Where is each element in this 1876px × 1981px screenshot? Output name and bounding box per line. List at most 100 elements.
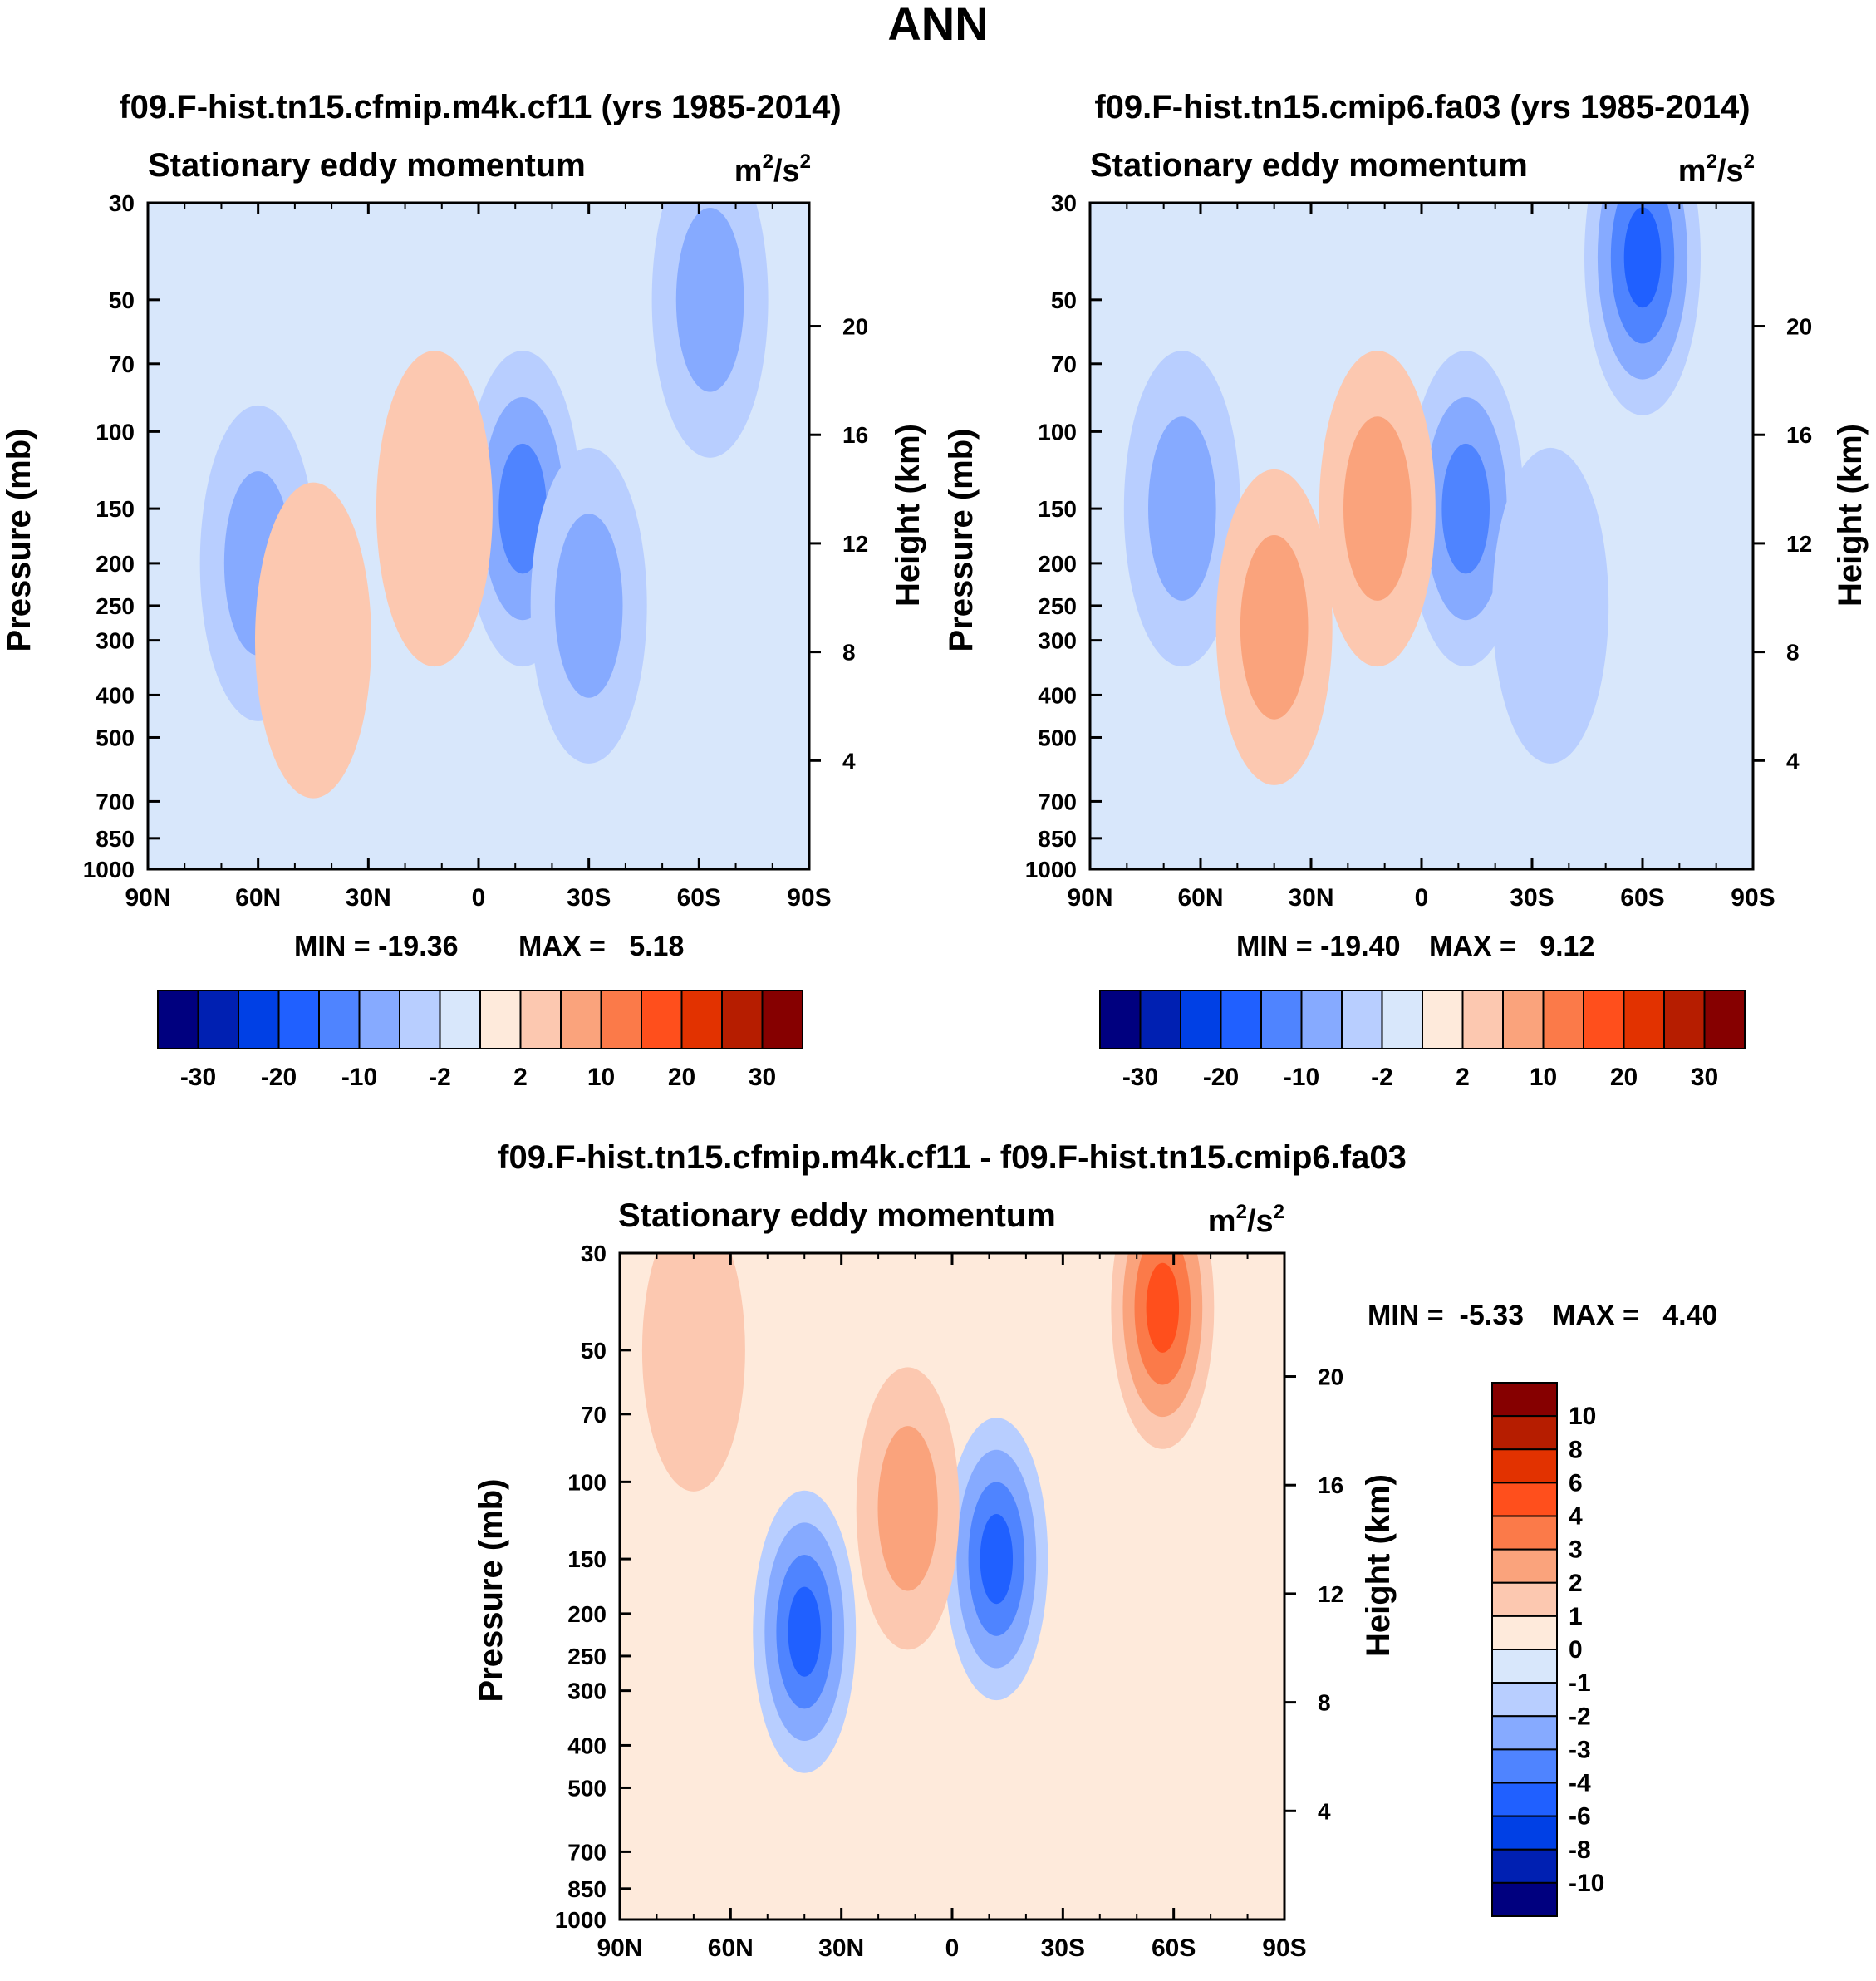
panel-1: f09.F-hist.tn15.cfmip.m4k.cf11 (yrs 1985… [1, 89, 926, 1091]
panel-2-ylabel: Pressure (mb) [943, 429, 980, 652]
panel-3-ylabel-right: Height (km) [1360, 1474, 1397, 1657]
colorbar-swatch [1099, 990, 1142, 1049]
colorbar-swatch [1220, 990, 1262, 1049]
x-tick-label: 90N [125, 884, 170, 912]
contour-band-2-4 [980, 1514, 1014, 1605]
panel-2-field [1090, 203, 1753, 869]
colorbar-swatch [157, 990, 199, 1049]
contour-band-5-1 [1492, 447, 1609, 764]
colorbar-swatch [1542, 990, 1584, 1049]
colorbar-label: -30 [1122, 1064, 1158, 1091]
y-tick-label: 150 [567, 1546, 607, 1572]
colorbar-swatch [1491, 1448, 1558, 1484]
y-tick-label: 50 [581, 1338, 607, 1364]
x-tick-label: 0 [472, 884, 486, 912]
colorbar-swatch [1491, 1848, 1558, 1884]
panel-1-subtitle: Stationary eddy momentum [148, 147, 586, 184]
colorbar-swatch [1491, 1515, 1558, 1551]
colorbar-label: 10 [587, 1064, 615, 1091]
y-right-tick-label: 16 [842, 422, 868, 448]
y-tick-label: 850 [1038, 826, 1077, 852]
colorbar-swatch [1381, 990, 1423, 1049]
colorbar-swatch [1422, 990, 1464, 1049]
colorbar-swatch [238, 990, 280, 1049]
y-tick-label: 50 [1051, 288, 1077, 313]
x-tick-label: 90S [1731, 884, 1775, 912]
colorbar-label: 1 [1569, 1603, 1583, 1630]
contour-band-2-3 [498, 443, 547, 574]
colorbar-swatch [1491, 1782, 1558, 1817]
colorbar-swatch [1623, 990, 1665, 1049]
colorbar-label: 2 [513, 1064, 528, 1091]
panel-1-plot: 90N 60N 30N 0 30S 60S 90S 30 50 70 100 150 200 250 300… [83, 190, 868, 912]
colorbar-label: 0 [1569, 1636, 1583, 1664]
colorbar-label: -1 [1569, 1669, 1591, 1697]
colorbar-label: 30 [1691, 1064, 1718, 1091]
panel-2-units: m2/s2 [1678, 150, 1755, 189]
contour-band-5-1 [641, 1253, 745, 1492]
panel-1-min: MIN = -19.36 [294, 931, 458, 962]
colorbar-swatch [1260, 990, 1303, 1049]
contour-band-4-2 [1343, 416, 1412, 601]
colorbar-label: 2 [1456, 1064, 1470, 1091]
colorbar-swatch [761, 990, 803, 1049]
y-right-tick-label: 4 [1318, 1798, 1331, 1824]
y-right-tick-label: 12 [1318, 1581, 1343, 1607]
y-tick-label: 200 [1038, 551, 1077, 577]
panel-3-min: MIN = -5.33 [1368, 1300, 1524, 1331]
colorbar-label: -20 [1203, 1064, 1239, 1091]
colorbar-label: 10 [1569, 1403, 1596, 1430]
y-tick-label: 1000 [555, 1907, 607, 1933]
x-tick-label: 60N [1177, 884, 1223, 912]
colorbar-swatch [641, 990, 683, 1049]
contour-band-5-2 [554, 514, 623, 698]
colorbar-label: 3 [1569, 1536, 1583, 1564]
y-tick-label: 30 [581, 1241, 607, 1266]
colorbar-swatch [680, 990, 723, 1049]
x-tick-label: 60S [1620, 884, 1664, 912]
colorbar-swatch [1491, 1482, 1558, 1517]
y-tick-label: 400 [1038, 682, 1077, 708]
x-tick-label: 60N [235, 884, 281, 912]
y-tick-label: 300 [1038, 628, 1077, 654]
x-tick-label: 0 [1415, 884, 1429, 912]
y-right-tick-label: 4 [842, 748, 856, 774]
colorbar-swatch [1502, 990, 1545, 1049]
x-tick-label: 30S [567, 884, 611, 912]
colorbar-label: 2 [1569, 1570, 1583, 1597]
colorbar-swatch [439, 990, 481, 1049]
y-right-tick-label: 12 [842, 531, 868, 557]
colorbar-label: -2 [429, 1064, 451, 1091]
x-tick-label: 30N [1288, 884, 1333, 912]
y-tick-label: 400 [96, 682, 135, 708]
y-tick-label: 700 [567, 1839, 607, 1865]
panel-2-title: f09.F-hist.tn15.cmip6.fa03 (yrs 1985-201… [1094, 89, 1750, 125]
colorbar-swatch [358, 990, 400, 1049]
x-tick-label: 60N [708, 1934, 754, 1962]
colorbar-swatch [1491, 1682, 1558, 1718]
colorbar-swatch [399, 990, 441, 1049]
colorbar-swatch [197, 990, 239, 1049]
contour-band-3-1 [255, 482, 371, 799]
colorbar-label: -4 [1569, 1770, 1591, 1797]
y-tick-label: 250 [1038, 593, 1077, 619]
colorbar-label: 20 [668, 1064, 695, 1091]
panel-3: f09.F-hist.tn15.cfmip.m4k.cf11 - f09.F-h… [473, 1139, 1717, 1962]
y-tick-label: 250 [567, 1644, 607, 1669]
x-tick-label: 90N [597, 1934, 642, 1962]
y-tick-label: 300 [96, 628, 135, 654]
y-right-tick-label: 12 [1786, 531, 1812, 557]
panel-3-plot: 90N 60N 30N 0 30S 60S 90S 30 50 70 100 150 200 250 300… [555, 1241, 1343, 1962]
y-tick-label: 150 [96, 496, 135, 522]
colorbar-swatch [560, 990, 602, 1049]
x-tick-label: 60S [677, 884, 721, 912]
colorbar-swatch [1491, 1881, 1558, 1917]
panel-3-ylabel: Pressure (mb) [473, 1479, 509, 1703]
colorbar-swatch [479, 990, 522, 1049]
contour-band-4-1 [376, 351, 493, 667]
y-tick-label: 400 [567, 1733, 607, 1758]
colorbar-swatch [1300, 990, 1343, 1049]
y-tick-label: 200 [567, 1601, 607, 1627]
